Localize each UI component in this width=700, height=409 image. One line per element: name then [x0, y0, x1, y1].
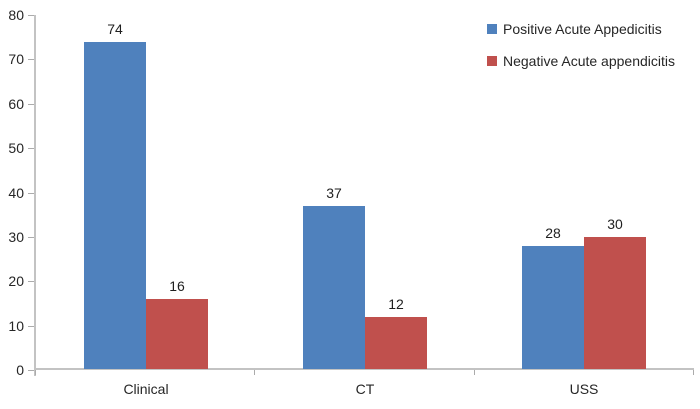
y-axis-tick-label: 50	[8, 140, 24, 156]
legend-label: Negative Acute appendicitis	[503, 53, 675, 69]
y-axis-tick	[28, 193, 34, 194]
chart-legend: Positive Acute Appedicitis Negative Acute…	[487, 21, 675, 85]
y-axis-tick-label: 10	[8, 318, 24, 334]
y-axis-tick	[28, 15, 34, 16]
bar-positive-ct	[303, 206, 365, 369]
y-axis-tick-label: 60	[8, 96, 24, 112]
data-label: 16	[169, 278, 185, 294]
x-axis-tick	[693, 370, 694, 375]
y-axis-tick-label: 20	[8, 273, 24, 289]
legend-label: Positive Acute Appedicitis	[503, 21, 662, 37]
y-axis-tick-label: 0	[16, 362, 24, 378]
bar-negative-ct	[365, 317, 427, 369]
data-label: 37	[326, 185, 342, 201]
y-axis-tick-label: 80	[8, 7, 24, 23]
bar-positive-uss	[522, 246, 584, 369]
bar-negative-uss	[584, 237, 646, 369]
x-axis-tick	[474, 370, 475, 375]
y-axis-line	[34, 15, 36, 376]
y-axis-tick-label: 40	[8, 185, 24, 201]
bar-negative-clinical	[146, 299, 208, 369]
x-axis-category-label: USS	[569, 381, 599, 397]
legend-item-negative: Negative Acute appendicitis	[487, 53, 675, 69]
x-axis-category-label: CT	[355, 381, 375, 397]
legend-item-positive: Positive Acute Appedicitis	[487, 21, 675, 37]
y-axis-tick	[28, 148, 34, 149]
x-axis-line	[34, 368, 694, 370]
legend-swatch-icon	[487, 56, 497, 66]
y-axis-tick-label: 70	[8, 51, 24, 67]
data-label: 12	[388, 296, 404, 312]
y-axis-tick	[28, 59, 34, 60]
bar-positive-clinical	[84, 42, 146, 369]
y-axis-tick	[28, 281, 34, 282]
data-label: 74	[107, 21, 123, 37]
legend-swatch-icon	[487, 24, 497, 34]
data-label: 30	[607, 216, 623, 232]
x-axis-tick	[254, 370, 255, 375]
y-axis-tick	[28, 237, 34, 238]
x-axis-category-label: Clinical	[123, 381, 169, 397]
y-axis-tick	[28, 326, 34, 327]
data-label: 28	[545, 225, 561, 241]
x-axis-tick	[35, 370, 36, 375]
y-axis-tick-label: 30	[8, 229, 24, 245]
y-axis-tick	[28, 370, 34, 371]
y-axis-tick	[28, 104, 34, 105]
